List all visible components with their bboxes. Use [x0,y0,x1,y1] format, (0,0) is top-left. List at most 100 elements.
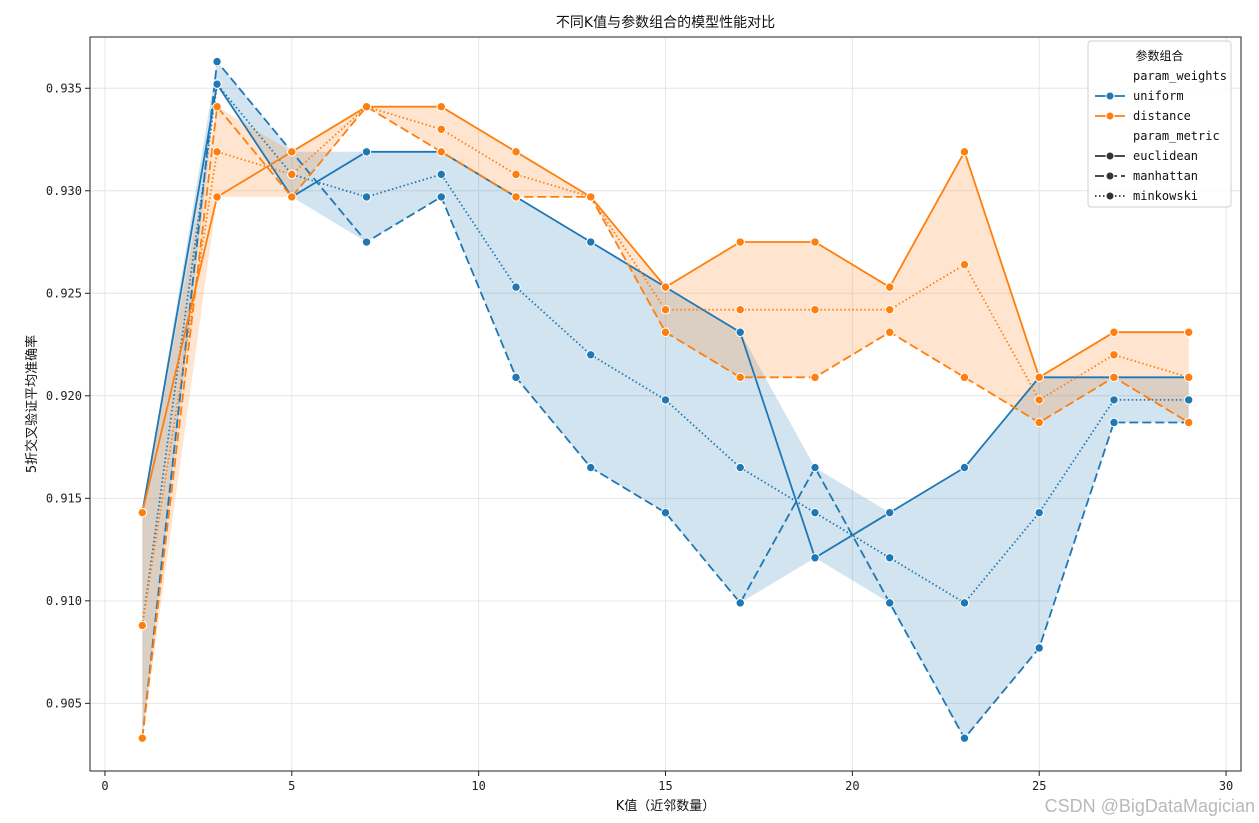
point-distance-euclidean [137,507,148,518]
point-uniform-minkowski [511,282,521,292]
y-axis-ticks: 0.905 0.910 0.915 0.920 0.925 0.930 0.935 [46,81,90,710]
point-uniform-manhattan [735,598,745,608]
legend-marker-manhattan [1105,171,1115,181]
point-distance-manhattan [511,192,521,202]
point-distance-euclidean [511,147,521,157]
y-axis-title: 5折交叉验证平均准确率 [24,335,40,473]
point-distance-euclidean [810,237,820,247]
point-uniform-euclidean [810,553,820,563]
legend-box [1087,40,1232,208]
point-uniform-minkowski [660,395,671,405]
point-uniform-euclidean [885,507,895,518]
point-distance-euclidean [287,147,297,157]
legend-style-title: param_metric [1133,129,1220,143]
x-tick-label: 5 [288,779,295,793]
point-uniform-manhattan [885,598,895,608]
point-distance-euclidean [436,102,446,112]
point-uniform-minkowski [1034,507,1044,518]
y-tick-label: 0.920 [46,389,82,403]
point-distance-minkowski [586,192,596,202]
point-uniform-euclidean [735,327,745,337]
point-distance-minkowski [660,304,671,315]
x-axis-ticks: 0 5 10 15 20 25 30 [101,771,1233,793]
point-uniform-euclidean [586,237,596,247]
point-distance-manhattan [1109,372,1119,383]
x-axis-title: K值（近邻数量） [616,798,716,814]
point-uniform-minkowski [212,79,222,89]
point-distance-minkowski [361,102,372,112]
point-distance-manhattan [1034,417,1044,428]
point-uniform-euclidean [361,147,372,157]
point-distance-manhattan [959,372,970,383]
legend-title: 参数组合 [1135,48,1183,63]
x-tick-label: 0 [101,779,108,793]
point-uniform-minkowski [1183,395,1194,405]
legend-marker-minkowski [1105,191,1115,201]
point-distance-minkowski [1183,372,1194,383]
point-distance-euclidean [1109,327,1119,337]
legend-hue-title: param_weights [1133,69,1227,83]
point-distance-minkowski [511,169,521,180]
point-uniform-manhattan [361,237,372,247]
legend-label-manhattan: manhattan [1133,169,1198,183]
point-distance-manhattan [137,733,148,743]
point-uniform-minkowski [586,350,596,360]
point-distance-manhattan [660,327,671,337]
point-uniform-minkowski [1109,395,1119,405]
x-tick-label: 20 [845,779,859,793]
watermark: CSDN @BigDataMagician [1044,796,1255,816]
y-tick-label: 0.910 [46,594,82,608]
x-tick-label: 30 [1219,779,1233,793]
point-uniform-manhattan [586,462,596,473]
legend-label-minkowski: minkowski [1133,189,1198,203]
point-uniform-manhattan [436,192,446,202]
series-markers [137,56,1194,743]
point-distance-euclidean [660,282,671,292]
point-distance-euclidean [885,282,895,292]
point-uniform-manhattan [1109,417,1119,428]
point-uniform-manhattan [511,372,521,383]
point-uniform-minkowski [735,462,745,473]
point-uniform-manhattan [1034,643,1044,653]
point-uniform-manhattan [660,507,671,518]
point-uniform-minkowski [436,169,446,180]
point-uniform-manhattan [212,56,222,67]
legend-marker-distance [1105,111,1115,121]
point-distance-euclidean [735,237,745,247]
point-distance-minkowski [885,304,895,315]
legend-label-euclidean: euclidean [1133,149,1198,163]
point-uniform-euclidean [959,462,970,473]
point-uniform-minkowski [361,192,372,202]
point-distance-minkowski [436,124,446,134]
point-distance-minkowski [1109,350,1119,360]
y-tick-label: 0.915 [46,491,82,505]
band-distance [142,106,1189,739]
point-uniform-minkowski [959,598,970,608]
point-distance-euclidean [1034,372,1044,383]
point-distance-minkowski [1034,395,1044,405]
point-uniform-manhattan [810,462,820,473]
legend-label-distance: distance [1133,109,1191,123]
x-tick-label: 10 [471,779,485,793]
legend-marker-uniform [1105,91,1115,101]
point-distance-manhattan [212,102,222,112]
point-distance-manhattan [287,192,297,202]
chart-title: 不同K值与参数组合的模型性能对比 [556,14,775,31]
y-tick-label: 0.930 [46,184,82,198]
y-tick-label: 0.905 [46,696,82,710]
point-distance-euclidean [1183,327,1194,337]
point-distance-manhattan [1183,417,1194,428]
x-tick-label: 15 [658,779,672,793]
point-distance-minkowski [212,147,222,157]
point-distance-manhattan [735,372,745,383]
legend-label-uniform: uniform [1133,89,1184,103]
point-distance-minkowski [810,304,820,315]
point-distance-euclidean [959,147,970,157]
legend-marker-euclidean [1105,151,1115,161]
x-tick-label: 25 [1032,779,1046,793]
line-uniform-minkowski [141,82,1189,626]
point-uniform-minkowski [885,553,895,563]
point-distance-minkowski [137,620,148,631]
